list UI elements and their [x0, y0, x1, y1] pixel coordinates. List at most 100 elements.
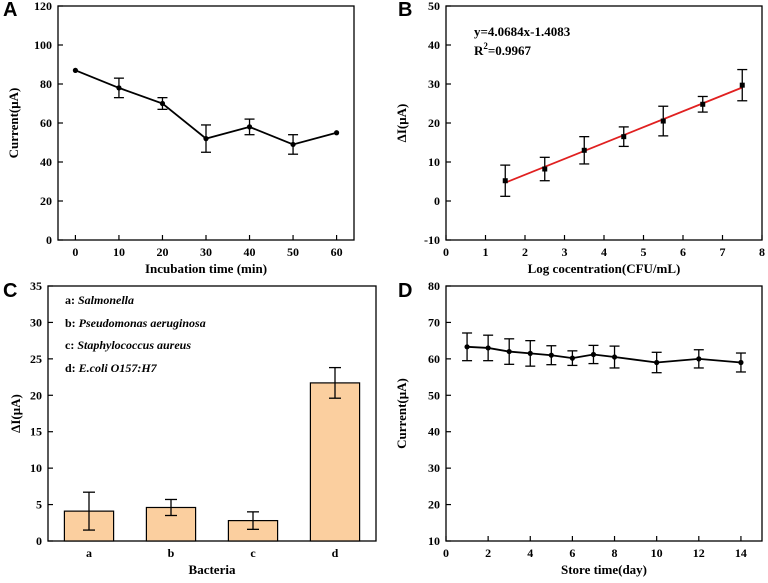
- panel-a-marks: 0 20 40 60 80 100 120 0 10 20 30 40 50 60: [34, 0, 343, 259]
- panel-b-r2-superscript: 2: [483, 41, 488, 51]
- panel-b-data-point: [581, 147, 587, 153]
- panel-b-data-point: [739, 82, 745, 88]
- panel-d-xtick-label: 0: [443, 546, 449, 560]
- panel-a-data-point: [72, 67, 79, 73]
- panel-d-marks: 10 20 30 40 50 60 70 80 0 2 4 6 8 10 12 14: [428, 279, 747, 560]
- panel-a-xtick-label: 60: [331, 245, 343, 259]
- panel-a-ytick-label: 0: [46, 233, 52, 247]
- panel-b-data-point: [621, 134, 627, 140]
- panel-d-ytick-label: 60: [428, 352, 440, 366]
- panel-b-ytick-label: -10: [424, 233, 440, 247]
- panel-c-ytick-label: 15: [30, 425, 42, 439]
- panel-d-xtick-label: 6: [569, 546, 575, 560]
- panel-d-ytick-label: 80: [428, 279, 440, 293]
- panel-a-xlabel: Incubation time (min): [145, 261, 267, 276]
- panel-c-marks: 0 5 10 15 20 25 30 35 a b c d: [30, 279, 361, 560]
- panel-d-data-point: [654, 359, 660, 366]
- panel-b-ytick-label: 20: [428, 116, 440, 130]
- panel-b-xtick-label: 8: [759, 245, 765, 259]
- panel-c: C 0 5 10 15 20 25 30 35 a b c d a: Salmonella b: Ps…: [3, 279, 377, 577]
- legend-name-d: E.coli O157:H7: [78, 361, 158, 375]
- panel-c-ytick-label: 25: [30, 352, 42, 366]
- panel-c-ytick-label: 20: [30, 388, 42, 402]
- legend-prefix-d: d:: [65, 361, 79, 375]
- legend-prefix-a: a:: [65, 293, 78, 307]
- panel-a-xtick-label: 30: [200, 245, 212, 259]
- legend-entry-c: c: Staphylococcus aureus: [65, 338, 191, 352]
- panel-c-xtick-label: c: [250, 546, 256, 560]
- panel-d-ytick-label: 30: [428, 461, 440, 475]
- panel-a-xtick-label: 20: [156, 245, 168, 259]
- panel-d-xtick-label: 2: [485, 546, 491, 560]
- legend-prefix-b: b:: [65, 316, 79, 330]
- panel-c-xtick-label: a: [86, 546, 92, 560]
- panel-a-ytick-label: 20: [40, 194, 52, 208]
- panel-b-xtick-label: 2: [522, 245, 528, 259]
- panel-d-data-point: [506, 348, 512, 355]
- panel-d-ytick-label: 40: [428, 425, 440, 439]
- panel-d-xtick-label: 10: [651, 546, 663, 560]
- panel-d-ylabel: Current(μA): [394, 378, 409, 449]
- panel-c-xtick-label: b: [168, 546, 175, 560]
- panel-d-data-point: [738, 359, 744, 366]
- panel-b-fit-equation: y=4.0684x-1.4083: [474, 24, 571, 39]
- panel-b-ytick-label: 50: [428, 0, 440, 13]
- panel-c-xtick-label: d: [332, 546, 339, 560]
- panel-b-xtick-label: 0: [443, 245, 449, 259]
- panel-a-data-point: [333, 130, 340, 136]
- panel-a-data-point: [116, 85, 122, 91]
- panel-c-ytick-label: 35: [30, 279, 42, 293]
- legend-name-c: Staphylococcus aureus: [77, 338, 191, 352]
- panel-b-r2-prefix: R: [474, 43, 484, 58]
- panel-d-ytick-label: 10: [428, 534, 440, 548]
- panel-d-xtick-label: 12: [693, 546, 705, 560]
- panel-d-xtick-label: 8: [612, 546, 618, 560]
- panel-a-xtick-label: 50: [287, 245, 299, 259]
- panel-a-ylabel: Current(μA): [6, 88, 21, 159]
- panel-a-ytick-label: 100: [34, 38, 52, 52]
- bar-d: [309, 382, 361, 542]
- panel-b-data-point: [700, 101, 706, 107]
- panel-b-ylabel: ΔI(μA): [394, 104, 409, 143]
- legend-prefix-c: c:: [65, 338, 77, 352]
- panel-b-xtick-label: 4: [601, 245, 607, 259]
- panel-b-xtick-label: 5: [641, 245, 647, 259]
- panel-a-data-point: [246, 124, 253, 130]
- panel-c-ylabel: ΔI(μA): [8, 394, 23, 433]
- panel-b-xtick-label: 6: [680, 245, 686, 259]
- panel-a-xtick-label: 10: [113, 245, 125, 259]
- panel-a-xtick-label: 0: [72, 245, 78, 259]
- panel-d-plot-frame: [445, 285, 763, 542]
- legend-entry-d: d: E.coli O157:H7: [65, 361, 158, 375]
- panel-b-xtick-label: 7: [720, 245, 726, 259]
- panel-a-ytick-label: 60: [40, 116, 52, 130]
- panel-a-xtick-label: 40: [244, 245, 256, 259]
- panel-a-plot-frame: [57, 5, 355, 241]
- panel-b-data-point: [660, 118, 666, 124]
- panel-d-data-point: [527, 350, 533, 356]
- panel-a-ytick-label: 80: [40, 77, 52, 91]
- panel-a-ytick-label: 40: [40, 155, 52, 169]
- legend-name-b: Pseudomonas aeruginosa: [79, 316, 206, 330]
- panel-a-ytick-label: 120: [34, 0, 52, 13]
- panel-d-xtick-label: 14: [735, 546, 747, 560]
- panel-c-letter: C: [3, 280, 17, 302]
- panel-d-data-point: [485, 345, 491, 351]
- legend-name-a: Salmonella: [78, 293, 134, 307]
- panel-b-xtick-label: 1: [483, 245, 489, 259]
- panel-a: A 0 20 40 60 80 100 120 0 10 20 30 40 50 60 Incubatio…: [3, 0, 355, 276]
- panel-b-ytick-label: 30: [428, 77, 440, 91]
- panel-d-letter: D: [398, 280, 412, 302]
- legend-entry-b: b: Pseudomonas aeruginosa: [65, 316, 206, 330]
- panel-d-data-point: [611, 354, 618, 360]
- panel-b-r2-value: =0.9967: [488, 43, 532, 58]
- panel-d-ytick-label: 20: [428, 498, 440, 512]
- panel-b-ytick-label: 10: [428, 155, 440, 169]
- panel-a-letter: A: [3, 0, 17, 21]
- panel-d: D 10 20 30 40 50 60 70 80 0 2 4 6 8 10 12 14 Store time…: [394, 279, 763, 577]
- panel-d-data-point: [590, 351, 597, 358]
- panel-b-data-point: [502, 178, 508, 184]
